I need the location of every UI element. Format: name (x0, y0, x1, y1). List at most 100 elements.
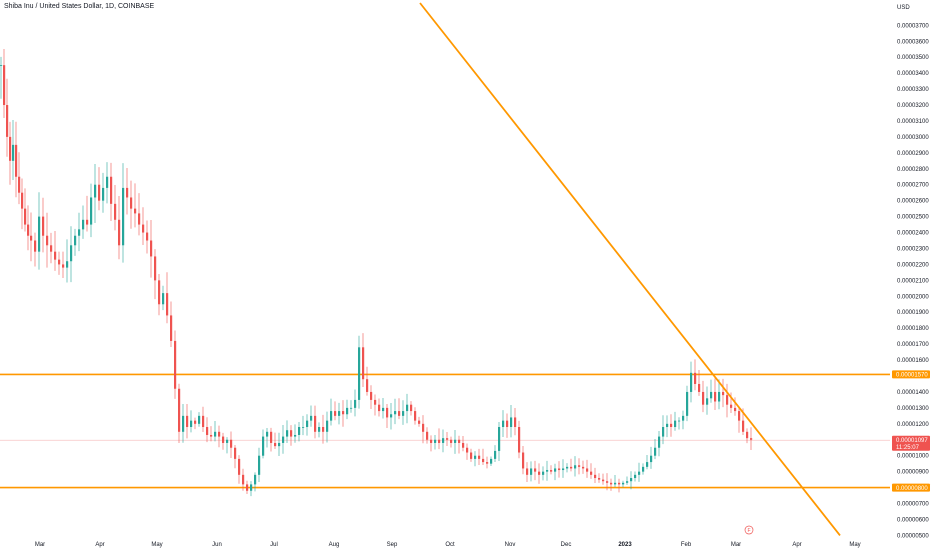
candle-body (310, 415, 313, 421)
x-tick-label: Oct (445, 542, 455, 548)
candle-body (358, 347, 361, 400)
candle-body (518, 427, 521, 453)
candle-body (266, 431, 269, 437)
x-tick-label: Apr (95, 542, 104, 548)
candle-body (322, 427, 325, 432)
candle-body (394, 411, 397, 415)
candle-body (398, 411, 401, 416)
candle-body (578, 465, 581, 467)
candle-body (686, 391, 689, 416)
chart-title: Shiba Inu / United States Dollar, 1D, CO… (4, 3, 155, 10)
y-tick-label: 0.00001300 (897, 406, 929, 412)
candle-body (382, 407, 385, 412)
y-axis: USD 0.00003700 0.00003600 0.00003500 0.00003… (897, 5, 929, 539)
mark-glyph: F (747, 528, 750, 534)
candle-body (678, 420, 681, 422)
y-tick-label: 0.00003700 (897, 23, 929, 29)
candle-body (294, 434, 297, 437)
candle-body (658, 436, 661, 448)
y-tick-label: 0.00003300 (897, 87, 929, 93)
candle-body (426, 431, 429, 440)
candle-body (750, 438, 753, 440)
candle-body (506, 420, 509, 428)
candle-body (630, 478, 633, 482)
candle-body (314, 415, 317, 432)
candle-body (338, 411, 341, 416)
candle-body (614, 482, 617, 485)
candle-body (134, 208, 137, 214)
candle-body (346, 407, 349, 415)
level-price-box-0-text: 0.00001570 (896, 373, 928, 379)
candle-body (718, 391, 721, 402)
y-tick-label: 0.00003000 (897, 135, 929, 141)
candle-body (582, 466, 585, 469)
candle-body (50, 245, 53, 252)
candle-body (6, 105, 9, 137)
candle-body (574, 465, 577, 469)
candle-body (258, 455, 261, 475)
candle-body (206, 427, 209, 435)
y-tick-label: 0.00003500 (897, 55, 929, 61)
last-price-box-bg (892, 435, 930, 451)
candle-body (602, 479, 605, 482)
candle-body (510, 417, 513, 428)
candle-body (438, 439, 441, 443)
level-price-box-1-text: 0.00000800 (896, 486, 928, 492)
x-tick-label: Mar (731, 542, 741, 548)
candle-body (490, 458, 493, 464)
candle-body (714, 391, 717, 402)
candle-body (642, 466, 645, 472)
candle-body (362, 347, 365, 380)
candle-body (170, 315, 173, 341)
candle-body (610, 482, 613, 485)
y-tick-label: 0.00002100 (897, 278, 929, 284)
candle-body (254, 474, 257, 485)
tradingview-f-icon: F (744, 525, 754, 535)
x-tick-label: Apr (792, 542, 801, 548)
candle-body (458, 439, 461, 443)
y-axis-unit: USD (897, 5, 910, 11)
candle-body (298, 427, 301, 435)
candle-body (214, 431, 217, 437)
level-price-box-0: 0.00001570 (892, 370, 930, 379)
candle-body (146, 232, 149, 241)
candle-body (654, 447, 657, 456)
x-tick-label: Jun (212, 542, 222, 548)
candle-body (378, 404, 381, 412)
candle-body (626, 481, 629, 483)
candle-body (746, 431, 749, 439)
candle-body (226, 439, 229, 443)
candle-body (542, 471, 545, 475)
candle-body (210, 434, 213, 437)
candle-body (666, 423, 669, 428)
candle-body (674, 420, 677, 428)
candle-body (30, 235, 33, 241)
y-tick-label: 0.00001400 (897, 390, 929, 396)
candle-body (42, 216, 45, 236)
x-tick-label: Sep (387, 542, 398, 548)
candle-body (230, 439, 233, 448)
candle-body (354, 399, 357, 408)
candle-body (130, 197, 133, 209)
candle-body (12, 144, 15, 161)
candle-body (90, 197, 93, 225)
candle-body (486, 462, 489, 464)
candle-body (670, 423, 673, 428)
candle-body (222, 436, 225, 443)
candle-body (522, 452, 525, 469)
level-price-box-0-bg (892, 370, 930, 379)
trendline[interactable] (419, 2, 841, 536)
candle-body (590, 471, 593, 475)
candle-body (402, 411, 405, 416)
candle-body (482, 458, 485, 463)
candle-body (3, 65, 6, 106)
candle-body (730, 404, 733, 408)
candle-body (98, 184, 101, 201)
y-tick-label: 0.00002700 (897, 183, 929, 189)
x-tick-label: May (151, 542, 162, 548)
candle-body (494, 450, 497, 459)
candle-body (250, 484, 253, 491)
